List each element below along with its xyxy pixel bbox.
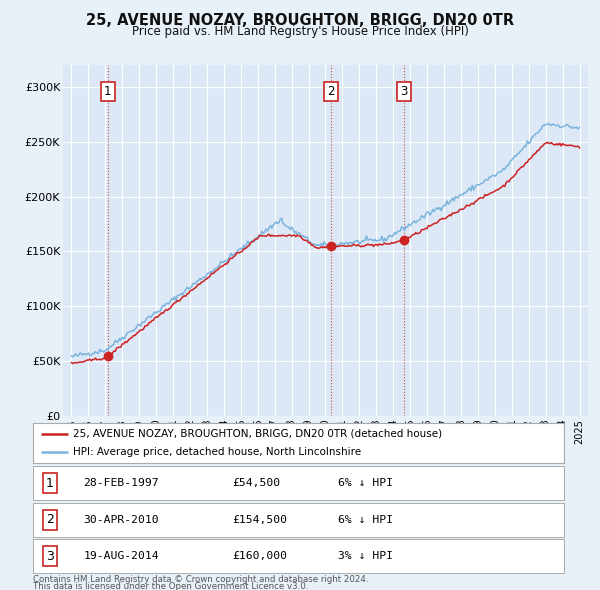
Text: 1: 1: [104, 85, 112, 98]
Text: This data is licensed under the Open Government Licence v3.0.: This data is licensed under the Open Gov…: [33, 582, 308, 590]
Text: 3% ↓ HPI: 3% ↓ HPI: [338, 552, 394, 561]
Text: 1: 1: [46, 477, 54, 490]
Text: 6% ↓ HPI: 6% ↓ HPI: [338, 478, 394, 488]
Text: 25, AVENUE NOZAY, BROUGHTON, BRIGG, DN20 0TR (detached house): 25, AVENUE NOZAY, BROUGHTON, BRIGG, DN20…: [73, 429, 442, 439]
Text: 2: 2: [46, 513, 54, 526]
Text: 28-FEB-1997: 28-FEB-1997: [83, 478, 159, 488]
Text: Price paid vs. HM Land Registry's House Price Index (HPI): Price paid vs. HM Land Registry's House …: [131, 25, 469, 38]
Text: Contains HM Land Registry data © Crown copyright and database right 2024.: Contains HM Land Registry data © Crown c…: [33, 575, 368, 584]
Text: 3: 3: [400, 85, 407, 98]
Text: 30-APR-2010: 30-APR-2010: [83, 515, 159, 525]
Text: HPI: Average price, detached house, North Lincolnshire: HPI: Average price, detached house, Nort…: [73, 447, 361, 457]
Text: 2: 2: [328, 85, 335, 98]
Text: £54,500: £54,500: [232, 478, 280, 488]
Text: 19-AUG-2014: 19-AUG-2014: [83, 552, 159, 561]
Text: 25, AVENUE NOZAY, BROUGHTON, BRIGG, DN20 0TR: 25, AVENUE NOZAY, BROUGHTON, BRIGG, DN20…: [86, 13, 514, 28]
Text: 6% ↓ HPI: 6% ↓ HPI: [338, 515, 394, 525]
Text: 3: 3: [46, 550, 54, 563]
Text: £154,500: £154,500: [232, 515, 287, 525]
Text: £160,000: £160,000: [232, 552, 287, 561]
